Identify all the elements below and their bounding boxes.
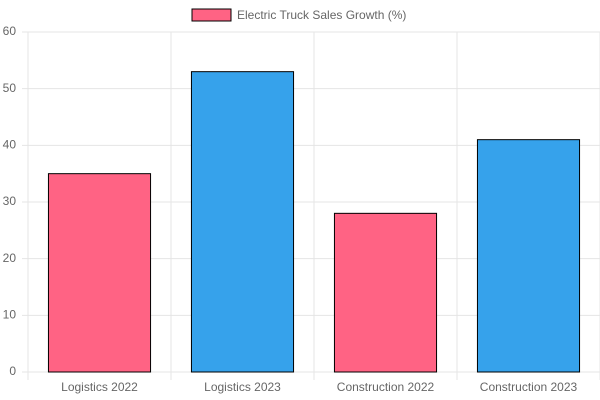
x-tick-label: Logistics 2023 xyxy=(204,380,281,394)
x-tick-label: Logistics 2022 xyxy=(61,380,138,394)
y-tick-label: 20 xyxy=(3,251,17,265)
y-tick-label: 30 xyxy=(3,194,17,208)
y-tick-label: 60 xyxy=(3,24,17,38)
y-tick-label: 40 xyxy=(3,138,17,152)
legend-label: Electric Truck Sales Growth (%) xyxy=(237,8,406,22)
legend-swatch xyxy=(191,8,232,22)
bar xyxy=(190,71,295,373)
y-tick-label: 0 xyxy=(9,364,16,378)
y-tick-label: 10 xyxy=(3,308,17,322)
x-tick-label: Construction 2022 xyxy=(337,380,435,394)
y-tick-label: 50 xyxy=(3,81,17,95)
bar xyxy=(47,173,152,373)
bar xyxy=(476,139,581,373)
bar xyxy=(333,212,438,373)
x-tick-label: Construction 2023 xyxy=(480,380,578,394)
